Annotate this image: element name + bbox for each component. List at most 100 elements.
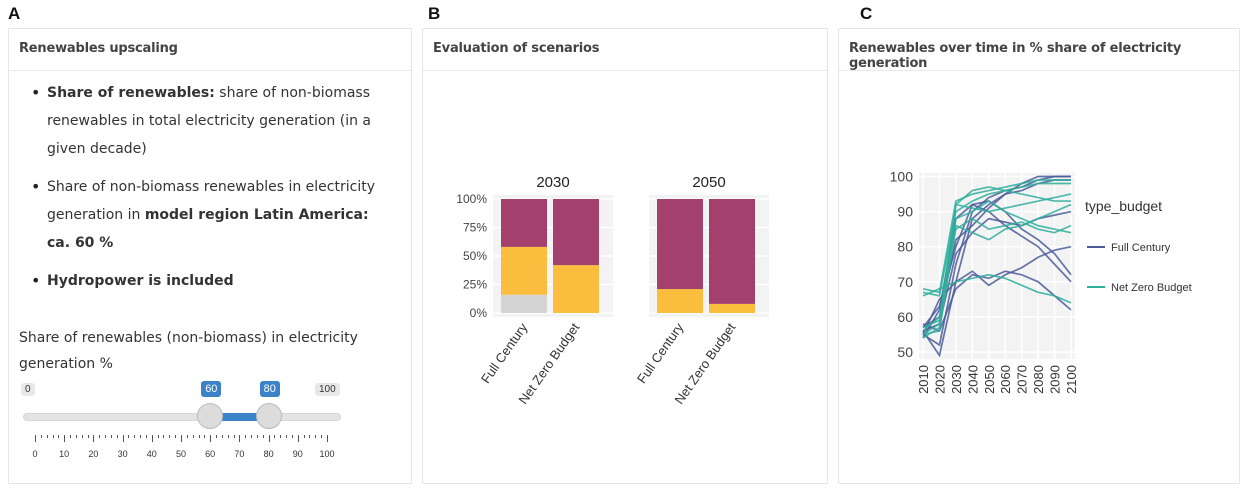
series-line [922,175,1071,358]
bullet-item-3: Hydropower is included [31,267,387,295]
slider-minor-tick [192,435,194,438]
slider-track[interactable] [23,413,341,421]
y-tick-label: 50% [463,249,487,263]
slider-minor-tick [87,435,89,438]
slider-minor-tick [70,435,72,438]
slider-major-tick [35,435,36,442]
bar-segment [553,265,599,313]
slider-minor-tick [198,435,200,438]
slider-major-tick [64,435,66,442]
slider-major-tick [239,435,241,442]
slider-tick-label: 70 [234,449,245,459]
bar-segment [709,199,755,304]
slider-major-tick [327,435,328,442]
facet-title: 2030 [536,174,569,191]
y-tick-label: 60 [897,309,913,325]
series-line [922,186,1071,329]
evaluation-of-scenarios-panel: Evaluation of scenarios 0% 25% 50% 75% 100% 2… [422,28,828,484]
panel-c-title: Renewables over time in % share of elect… [839,29,1239,71]
slider-minor-tick [245,435,247,438]
facet-title: 2050 [692,174,725,191]
slider-tick-label: 40 [146,449,157,459]
slider-major-tick [151,435,153,442]
slider-minor-tick [163,435,165,438]
slider-major-tick [297,435,299,442]
bullet-item-1: Share of renewables: share of non-biomas… [31,79,387,163]
slider-minor-tick [169,435,171,438]
slider-minor-tick [233,435,235,438]
slider-minor-tick [134,435,136,438]
slider-tick-label: 50 [175,449,187,459]
x-tick-label: 2050 [982,365,997,394]
slider-major-tick [122,435,124,442]
slider-minor-tick [315,435,317,438]
slider-selected-range[interactable] [210,413,269,421]
x-tick-label: 2090 [1048,365,1063,394]
slider-tick-label: 30 [117,449,128,459]
slider-tick-label: 100 [319,449,335,459]
slider-handle-to[interactable] [255,403,282,429]
renewables-over-time-panel: Renewables over time in % share of elect… [838,28,1240,484]
legend-label: Full Century [1111,242,1171,254]
y-tick-label: 75% [463,221,487,235]
x-tick-label: 2100 [1064,365,1079,394]
series-line [922,273,1072,304]
slider-from-value: 60 [201,381,222,397]
slider-minor-tick [145,435,147,438]
slider-minor-tick [286,435,288,438]
bar-segment [657,199,703,290]
bar-segment [501,199,547,247]
slider-max-label: 100 [315,383,340,396]
legend-title: type_budget [1085,198,1162,214]
slider-minor-tick [99,435,101,438]
x-tick-label: 2080 [1031,365,1046,394]
slider-to-value: 80 [259,381,280,397]
x-tick-label: Full Century [478,320,531,386]
slider-tick-label: 90 [292,449,303,459]
slider-minor-tick [116,435,118,438]
slider-major-tick [93,435,95,442]
series-line [922,175,1071,347]
slider-major-tick [181,435,182,442]
slider-minor-tick [303,435,305,438]
series-line [922,210,1072,332]
y-tick-label: 25% [463,278,487,292]
slider-major-tick [210,435,212,442]
y-tick-label: 90 [897,204,913,220]
slider-minor-tick [81,435,83,438]
slider-minor-tick [140,435,142,438]
y-tick-label: 100 [890,169,914,185]
x-tick-label: 2020 [932,365,947,394]
slider-tick-label: 0 [32,449,38,459]
y-tick-label: 80 [897,239,913,255]
slider-minor-tick [216,435,218,438]
slider-minor-tick [128,435,130,438]
panel-letter-a: A [8,4,21,23]
slider-minor-tick [256,435,258,438]
x-tick-label: 2070 [1015,365,1030,394]
bullet-2-bold: model region Latin America: ca. 60 % [47,207,369,251]
slider-minor-tick [221,435,223,438]
slider-minor-tick [186,435,188,438]
slider-major-tick [268,435,270,442]
slider-minor-tick [40,435,42,438]
renewables-upscaling-panel: Renewables upscaling Share of renewables… [8,28,412,484]
slider-tick-label: 20 [88,449,99,459]
slider-minor-tick [227,435,229,438]
slider-minor-tick [262,435,264,438]
slider-minor-tick [251,435,253,438]
x-tick-label: 2010 [916,365,931,394]
slider-minor-tick [157,435,159,438]
series-line [922,270,1072,333]
bullet-3-bold: Hydropower is included [47,273,234,289]
x-tick-label: 2030 [949,365,964,394]
bar-segment [657,289,703,313]
bullet-item-2: Share of non-biomass renewables in elect… [31,173,387,257]
slider-tick-label: 60 [205,449,216,459]
y-tick-label: 0% [470,306,488,320]
slider-minor-tick [309,435,311,438]
series-line [922,203,1072,336]
slider-handle-from[interactable] [197,403,224,429]
slider-minor-tick [52,435,54,438]
